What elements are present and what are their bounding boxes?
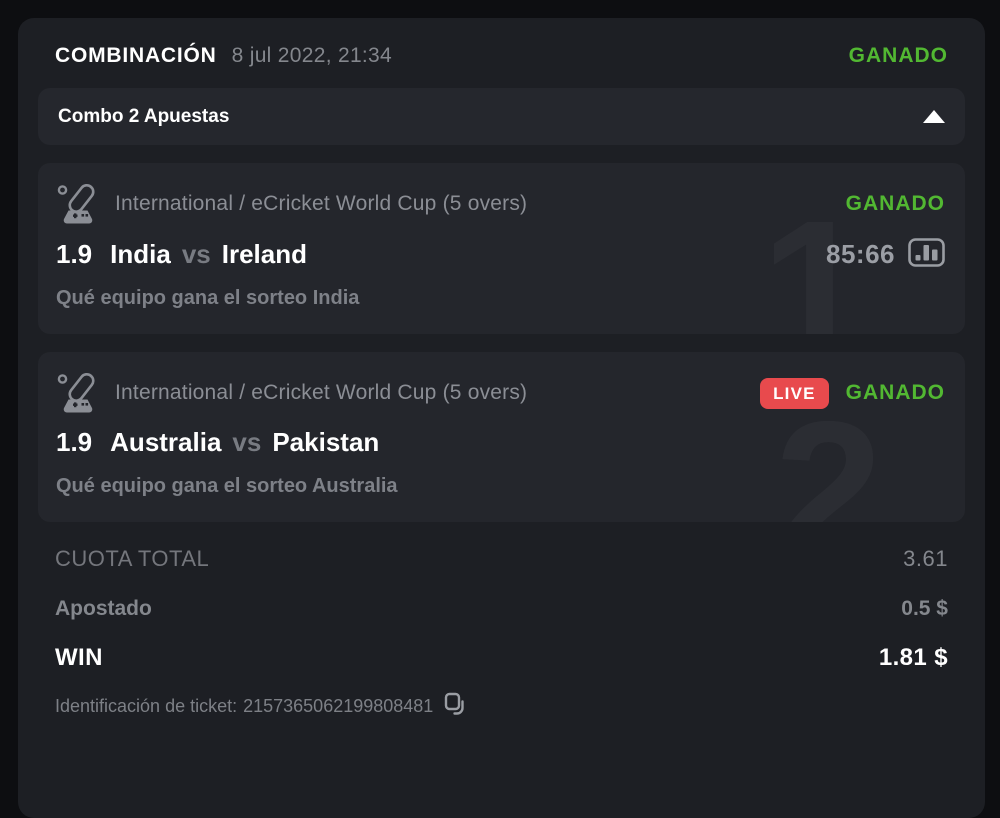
win-value: 1.81 $ bbox=[878, 644, 948, 671]
ecricket-icon bbox=[56, 183, 102, 225]
win-label: WIN bbox=[55, 644, 103, 671]
ticket-id-label: Identificación de ticket: bbox=[55, 696, 238, 716]
market-description: Qué equipo gana el sorteo Australia bbox=[56, 475, 398, 497]
home-team: India bbox=[110, 238, 171, 269]
total-odds-label: CUOTA TOTAL bbox=[55, 546, 210, 571]
ticket-header: COMBINACIÓN 8 jul 2022, 21:34 GANADO bbox=[55, 18, 948, 68]
stake-label: Apostado bbox=[55, 597, 152, 620]
bet-ticket-card: COMBINACIÓN 8 jul 2022, 21:34 GANADO Com… bbox=[18, 18, 985, 818]
total-odds-value: 3.61 bbox=[903, 546, 948, 571]
vs-label: vs bbox=[232, 427, 262, 457]
ecricket-icon bbox=[56, 372, 102, 414]
bet-card-1: 1 International / eCricket World Cup (5 … bbox=[38, 163, 965, 334]
market-description: Qué equipo gana el sorteo India bbox=[56, 287, 360, 309]
odds-value: 1.9 bbox=[56, 238, 93, 269]
combo-label: Combo 2 Apuestas bbox=[58, 105, 230, 127]
league-name: International / eCricket World Cup (5 ov… bbox=[115, 192, 528, 215]
stake-value: 0.5 $ bbox=[901, 597, 948, 620]
stake-row: Apostado 0.5 $ bbox=[55, 597, 948, 621]
match-score: 85:66 bbox=[826, 238, 895, 269]
ticket-type-title: COMBINACIÓN bbox=[55, 44, 217, 67]
collapse-arrow-icon bbox=[923, 110, 945, 123]
copy-icon bbox=[444, 692, 468, 721]
home-team: Australia bbox=[110, 427, 222, 457]
away-team: Pakistan bbox=[272, 427, 380, 457]
copy-ticket-id-button[interactable] bbox=[444, 692, 468, 721]
bet-number-watermark: 1 bbox=[761, 217, 869, 334]
bet-status-badge: GANADO bbox=[845, 381, 945, 404]
ticket-status-badge: GANADO bbox=[848, 44, 948, 67]
ticket-id-row: Identificación de ticket: 21573650621998… bbox=[55, 692, 948, 721]
league-row: International / eCricket World Cup (5 ov… bbox=[56, 372, 945, 414]
combo-collapse-bar[interactable]: Combo 2 Apuestas bbox=[38, 88, 965, 145]
match-stats-button[interactable] bbox=[908, 238, 945, 270]
total-odds-row: CUOTA TOTAL 3.61 bbox=[55, 546, 948, 572]
match-row: 1.9 Australia vs Pakistan bbox=[56, 427, 945, 458]
bar-chart-icon bbox=[908, 238, 945, 270]
match-row: 1.9 India vs Ireland 85:66 bbox=[56, 238, 945, 270]
win-row: WIN 1.81 $ bbox=[55, 644, 948, 672]
away-team: Ireland bbox=[221, 238, 307, 269]
vs-label: vs bbox=[181, 238, 211, 269]
live-badge: LIVE bbox=[760, 377, 829, 409]
bet-status-badge: GANADO bbox=[845, 192, 945, 215]
league-name: International / eCricket World Cup (5 ov… bbox=[115, 381, 528, 404]
bet-card-2: 2 International / eCricket World Cup (5 … bbox=[38, 352, 965, 522]
league-row: International / eCricket World Cup (5 ov… bbox=[56, 183, 945, 225]
ticket-id-value: 2157365062199808481 bbox=[243, 696, 434, 716]
ticket-date: 8 jul 2022, 21:34 bbox=[231, 44, 393, 67]
odds-value: 1.9 bbox=[56, 427, 93, 457]
